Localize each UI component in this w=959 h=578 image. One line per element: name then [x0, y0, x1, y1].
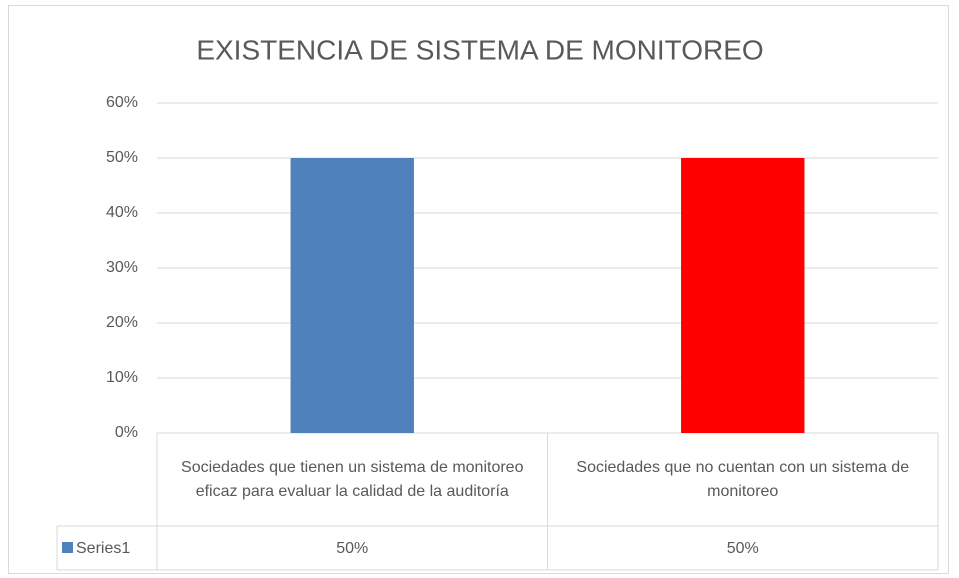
y-tick-label: 10%	[106, 369, 138, 386]
y-tick-label: 50%	[106, 149, 138, 166]
y-tick-label: 30%	[106, 259, 138, 276]
y-tick-label: 20%	[106, 314, 138, 331]
table-value: 50%	[336, 540, 368, 557]
legend-swatch	[62, 542, 73, 553]
y-tick-label: 40%	[106, 204, 138, 221]
table-value: 50%	[727, 540, 759, 557]
legend-label: Series1	[76, 540, 130, 557]
bar	[681, 158, 805, 433]
y-tick-label: 60%	[106, 94, 138, 111]
y-tick-label: 0%	[115, 424, 138, 441]
x-tick-label: Sociedades que tienen un sistema de moni…	[181, 458, 524, 500]
bar	[290, 158, 414, 433]
chart-title: EXISTENCIA DE SISTEMA DE MONITOREO	[196, 34, 763, 65]
x-tick-label: Sociedades que no cuentan con un sistema…	[576, 458, 910, 500]
